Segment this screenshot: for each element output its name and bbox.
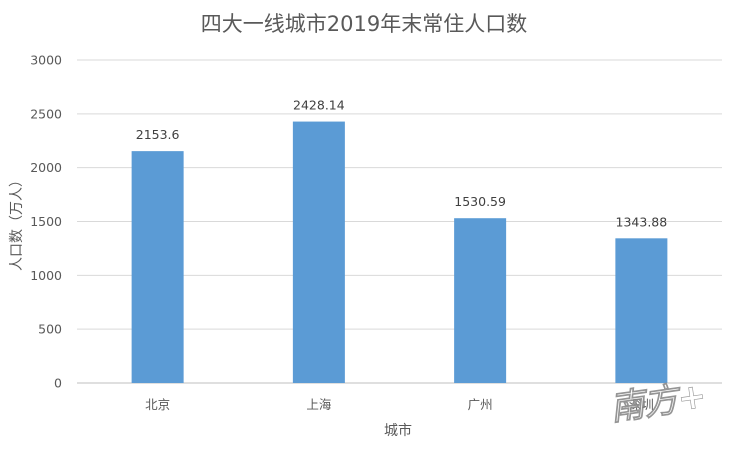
x-tick-label: 深圳 (629, 397, 654, 412)
data-label: 2428.14 (293, 98, 345, 113)
gridlines (77, 59, 722, 384)
x-tick-label: 上海 (306, 397, 332, 412)
watermark-logo-text: 南方+ (608, 376, 709, 429)
y-tick-label: 1000 (30, 268, 62, 283)
data-label: 1343.88 (616, 214, 668, 229)
data-label: 1530.59 (454, 194, 506, 209)
x-axis-title: 城市 (384, 422, 412, 439)
y-tick-label: 2500 (30, 106, 62, 121)
chart-title: 四大一线城市2019年末常住人口数 (201, 12, 527, 36)
y-axis-title: 人口数（万人） (9, 173, 25, 271)
bar (131, 151, 184, 383)
y-tick-label: 500 (38, 322, 62, 337)
y-axis-ticks: 0 500 1000 1500 2000 2500 3000 (30, 53, 62, 391)
bars (131, 121, 668, 384)
x-tick-label: 广州 (468, 397, 493, 412)
x-tick-label: 北京 (145, 397, 170, 412)
bar (454, 218, 507, 383)
data-label: 2153.6 (136, 127, 180, 142)
bar (615, 238, 668, 383)
bar (292, 121, 345, 384)
y-tick-label: 3000 (30, 53, 62, 68)
data-labels: 2153.6 2428.14 1530.59 1343.88 (136, 98, 668, 230)
x-axis-ticks: 北京 上海 广州 深圳 (145, 397, 654, 412)
y-tick-label: 1500 (30, 214, 62, 229)
watermark-logo: 南方+ (607, 376, 709, 430)
y-tick-label: 2000 (30, 160, 62, 175)
y-tick-label: 0 (54, 376, 62, 391)
